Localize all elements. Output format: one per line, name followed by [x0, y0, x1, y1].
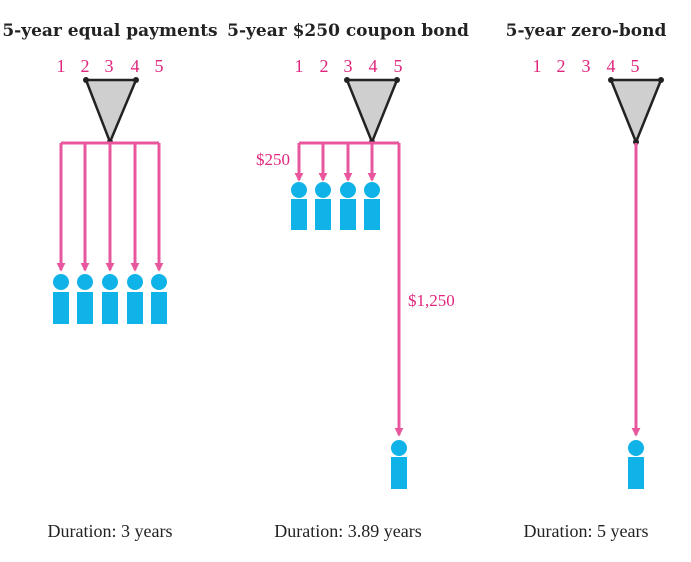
person-icon: [291, 182, 307, 230]
year-number-3: 3: [582, 56, 591, 76]
vertex-dot: [394, 77, 400, 83]
person-icon: [315, 182, 331, 230]
year-number-2: 2: [81, 56, 90, 76]
person-icon: [53, 274, 69, 324]
person-icon: [151, 274, 167, 324]
year-numbers: 1 2 3 4 5: [57, 56, 164, 76]
year-number-1: 1: [57, 56, 66, 76]
panel-title: 5-year zero-bond: [506, 21, 667, 41]
year-number-2: 2: [557, 56, 566, 76]
recipients: [53, 274, 167, 324]
payment-arrows: [56, 141, 164, 272]
duration-label: Duration: 3 years: [48, 521, 173, 541]
panel-title: 5-year equal payments: [2, 21, 217, 41]
recipients: [291, 182, 407, 489]
year-number-4: 4: [131, 56, 140, 76]
funnel-triangle: [84, 78, 138, 144]
vertex-dot: [83, 77, 89, 83]
year-numbers: 1 2 3 4 5: [295, 56, 403, 76]
year-number-1: 1: [295, 56, 304, 76]
year-number-5: 5: [631, 56, 640, 76]
panel-equal-payments: 5-year equal payments 1 2 3 4 5 Duratio: [2, 21, 217, 541]
year-number-4: 4: [369, 56, 378, 76]
recipients: [628, 440, 644, 489]
final-amount-label: $1,250: [408, 291, 455, 310]
vertex-dot: [658, 77, 664, 83]
vertex-dot: [608, 77, 614, 83]
year-number-1: 1: [533, 56, 542, 76]
funnel-triangle: [609, 78, 663, 144]
person-icon: [127, 274, 143, 324]
year-number-2: 2: [320, 56, 329, 76]
vertex-dot: [344, 77, 350, 83]
year-number-5: 5: [155, 56, 164, 76]
year-number-3: 3: [344, 56, 353, 76]
year-number-4: 4: [607, 56, 616, 76]
payment-arrows: [294, 141, 404, 437]
person-icon: [391, 440, 407, 489]
vertex-dot: [133, 77, 139, 83]
funnel-triangle: [345, 78, 399, 144]
person-icon: [628, 440, 644, 489]
year-number-5: 5: [394, 56, 403, 76]
year-number-3: 3: [105, 56, 114, 76]
person-icon: [364, 182, 380, 230]
panel-coupon-bond: 5-year $250 coupon bond 1 2 3 4 5 $250 $…: [227, 21, 469, 541]
panel-zero-bond: 5-year zero-bond 1 2 3 4 5 Duration: 5 y…: [506, 21, 667, 541]
panel-title: 5-year $250 coupon bond: [227, 21, 469, 41]
year-numbers: 1 2 3 4 5: [533, 56, 640, 76]
person-icon: [340, 182, 356, 230]
duration-label: Duration: 3.89 years: [274, 521, 421, 541]
duration-label: Duration: 5 years: [524, 521, 649, 541]
person-icon: [77, 274, 93, 324]
coupon-amount-label: $250: [256, 150, 290, 169]
person-icon: [102, 274, 118, 324]
